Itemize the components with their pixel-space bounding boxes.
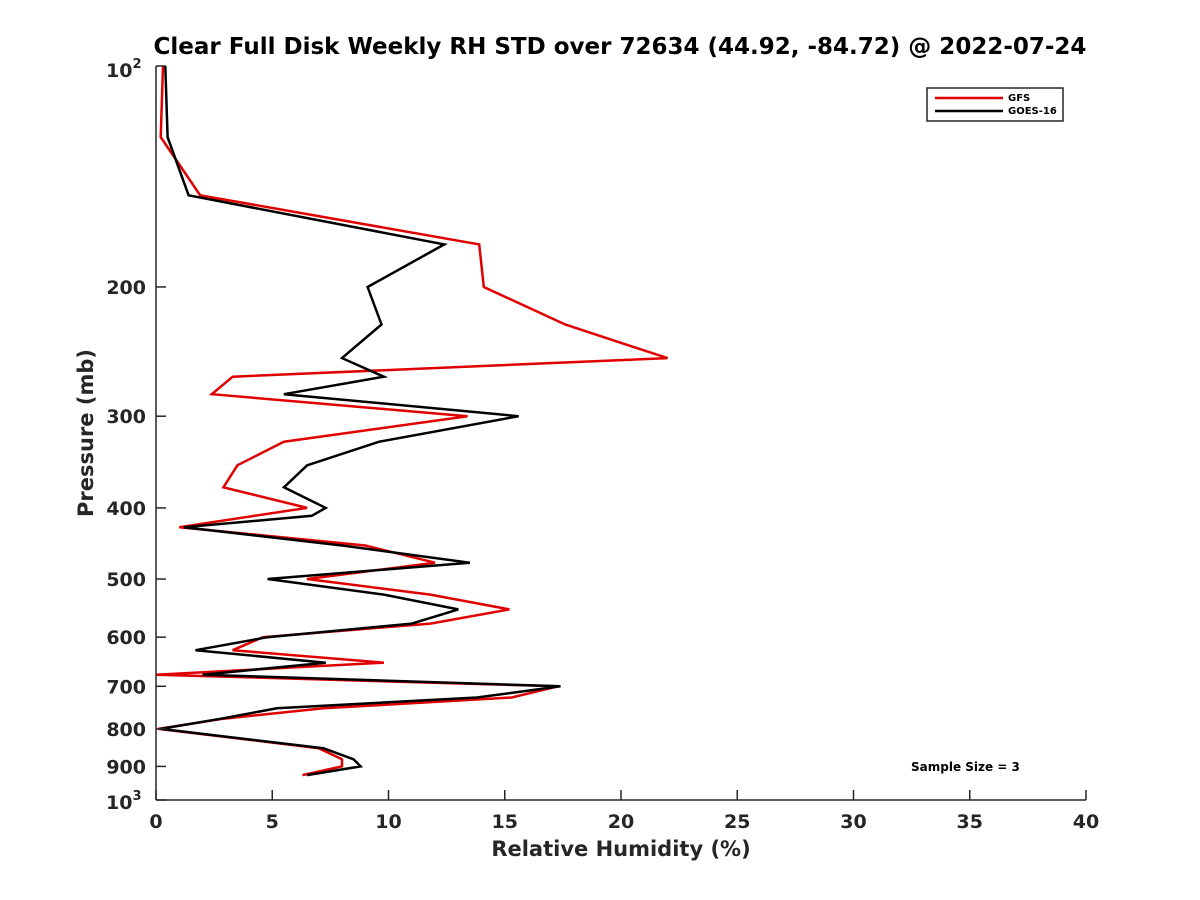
legend-label-gfs: GFS bbox=[1008, 93, 1030, 104]
y-limit-bottom-label: 103 bbox=[106, 789, 142, 814]
y-tick-label: 800 bbox=[106, 719, 146, 741]
y-limit-top-base: 10 bbox=[106, 60, 132, 82]
sample-size-annotation: Sample Size = 3 bbox=[911, 760, 1020, 774]
y-tick-label: 400 bbox=[106, 498, 146, 520]
x-tick-label: 20 bbox=[608, 811, 634, 833]
x-tick-label: 25 bbox=[724, 811, 750, 833]
y-tick-label: 700 bbox=[106, 676, 146, 698]
x-tick-label: 10 bbox=[375, 811, 401, 833]
chart-title: Clear Full Disk Weekly RH STD over 72634… bbox=[154, 34, 1087, 60]
y-axis-label: Pressure (mb) bbox=[74, 349, 98, 517]
x-tick-label: 0 bbox=[149, 811, 162, 833]
y-tick-label: 200 bbox=[106, 277, 146, 299]
x-tick-label: 35 bbox=[957, 811, 983, 833]
y-tick-label: 600 bbox=[106, 627, 146, 649]
y-limit-bottom-exp: 3 bbox=[132, 789, 141, 804]
x-tick-label: 30 bbox=[840, 811, 866, 833]
series-line-gfs bbox=[155, 65, 668, 777]
legend-box bbox=[926, 87, 1064, 122]
x-axis-label: Relative Humidity (%) bbox=[491, 837, 750, 861]
y-tick-label: 900 bbox=[106, 756, 146, 778]
y-axis-ticks: 200 300 400 500 600 700 800 900 bbox=[106, 65, 166, 801]
y-limit-top-label: 102 bbox=[106, 57, 142, 82]
y-limit-bottom-base: 10 bbox=[106, 792, 132, 814]
axes bbox=[155, 66, 1086, 801]
x-axis-ticks: 0 5 10 15 20 25 30 35 40 bbox=[149, 790, 1099, 833]
x-tick-label: 40 bbox=[1073, 811, 1099, 833]
y-limit-top-exp: 2 bbox=[132, 57, 141, 72]
y-tick-label: 500 bbox=[106, 569, 146, 591]
x-tick-label: 5 bbox=[266, 811, 279, 833]
legend-label-goes16: GOES-16 bbox=[1008, 106, 1057, 117]
series-line-goes16 bbox=[160, 65, 561, 777]
plot-lines bbox=[155, 65, 668, 777]
y-tick-label: 300 bbox=[106, 406, 146, 428]
x-tick-label: 15 bbox=[492, 811, 518, 833]
legend: GFS GOES-16 bbox=[926, 87, 1064, 122]
